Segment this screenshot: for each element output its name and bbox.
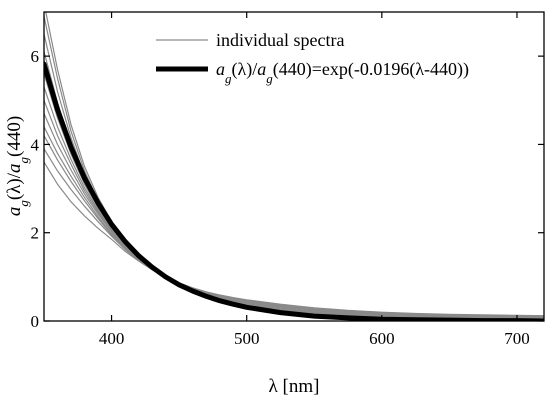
individual-spectrum-9 (44, 112, 544, 318)
individual-spectrum-6 (44, 73, 544, 318)
x-tick-label-700: 700 (504, 329, 530, 348)
series-layer (44, 12, 544, 321)
individual-spectrum-11 (44, 135, 544, 317)
individual-spectrum-4 (44, 51, 544, 319)
individual-spectrum-5 (44, 59, 544, 319)
x-tick-label-400: 400 (99, 329, 125, 348)
x-tick-label-500: 500 (234, 329, 260, 348)
y-tick-label-0: 0 (31, 312, 40, 331)
legend-label-model: ag(λ)/ag(440)=exp(-0.0196(λ-440)) (216, 59, 469, 86)
individual-spectrum-13 (44, 161, 544, 317)
y-tick-label-6: 6 (31, 47, 40, 66)
individual-spectrum-10 (44, 126, 544, 318)
individual-spectrum-1 (45, 12, 544, 320)
x-axis-title: λ [nm] (269, 376, 320, 397)
model-curve (44, 61, 544, 321)
x-tick-label-600: 600 (369, 329, 395, 348)
individual-spectrum-8 (44, 99, 544, 317)
y-tick-label-2: 2 (31, 224, 40, 243)
plot-frame (43, 11, 545, 322)
ticks-layer: 400 500 600 700 0 2 4 6 (31, 12, 544, 348)
y-axis-title: ag(λ)/ag(440) (4, 116, 31, 216)
legend: individual spectra ag(λ)/ag(440)=exp(-0.… (156, 30, 469, 86)
y-tick-label-4: 4 (31, 135, 40, 154)
individual-spectrum-7 (44, 86, 544, 318)
legend-label-individual: individual spectra (216, 30, 344, 50)
